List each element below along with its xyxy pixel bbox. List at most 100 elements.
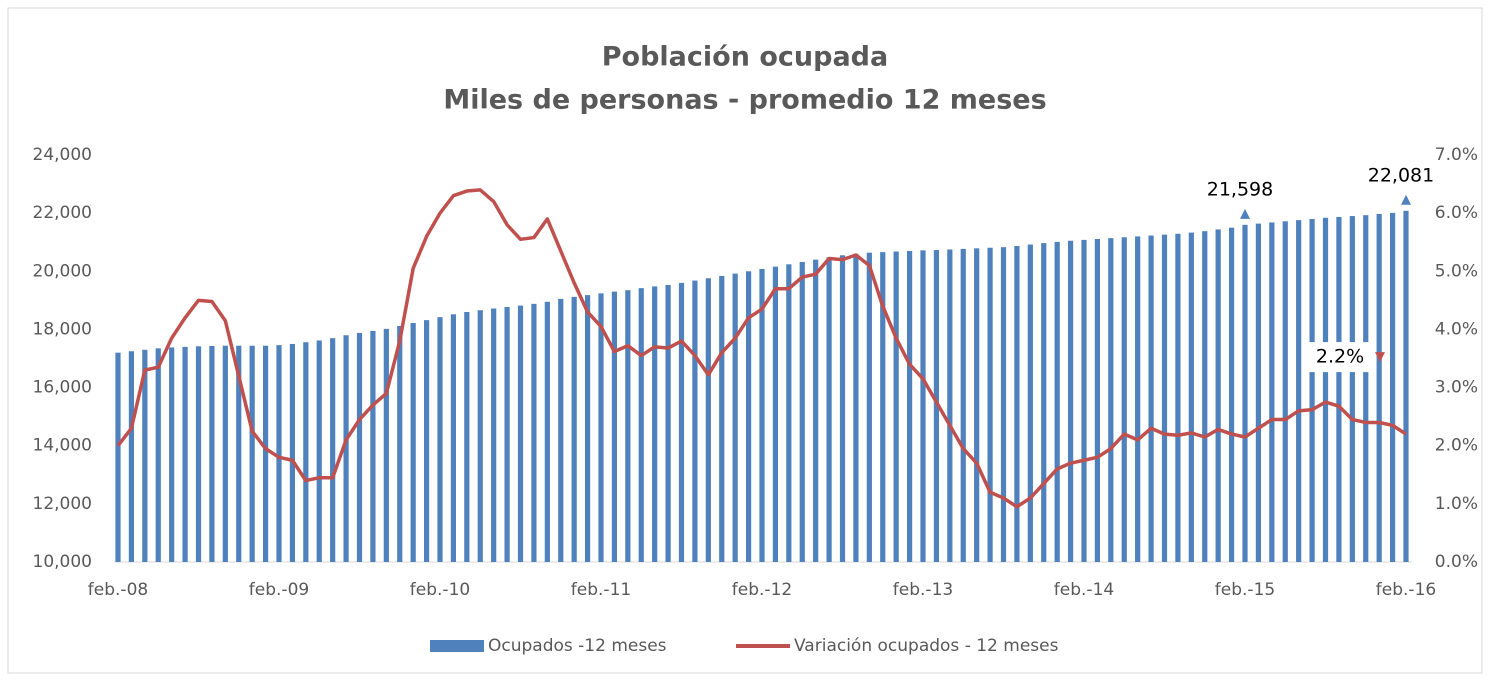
x-tick-label: feb.-09 — [249, 580, 309, 600]
bar — [531, 303, 537, 562]
bar — [652, 286, 658, 562]
y-tick-label: 12,000 — [33, 494, 92, 514]
bar — [464, 311, 470, 562]
bar — [1215, 229, 1221, 562]
bar — [1322, 217, 1329, 562]
bar — [974, 248, 980, 563]
bar — [517, 305, 524, 562]
y-tick-label: 20,000 — [33, 261, 92, 281]
bar — [544, 301, 550, 562]
bar — [692, 280, 698, 562]
bar — [423, 320, 430, 562]
bar — [115, 352, 121, 562]
bar — [1188, 232, 1194, 562]
y2-tick-label: 3.0% — [1435, 378, 1478, 398]
bar — [182, 346, 188, 562]
bar — [853, 253, 859, 563]
x-tick-label: feb.-12 — [732, 580, 792, 600]
bar — [383, 328, 389, 562]
bar — [1228, 227, 1235, 562]
bar — [598, 293, 604, 562]
bar — [759, 268, 765, 562]
label-marker — [1240, 208, 1250, 219]
data-label: 22,081 — [1368, 164, 1434, 186]
bar — [316, 340, 322, 562]
data-label: 21,598 — [1207, 178, 1273, 200]
bar — [1135, 236, 1141, 562]
y2-tick-label: 5.0% — [1435, 261, 1478, 281]
bar — [1094, 239, 1101, 563]
bar — [1296, 220, 1302, 562]
bar — [678, 282, 685, 562]
bar — [1148, 235, 1154, 562]
bar — [155, 348, 161, 562]
bar — [786, 264, 792, 562]
bar — [866, 252, 872, 562]
x-tick-label: feb.-14 — [1054, 580, 1114, 600]
bar — [1389, 212, 1396, 562]
y2-tick-label: 1.0% — [1435, 494, 1478, 514]
bar — [1121, 237, 1127, 562]
bar — [558, 298, 564, 562]
bar — [356, 332, 363, 562]
bar — [584, 295, 591, 562]
y2-tick-label: 6.0% — [1435, 203, 1478, 223]
bar — [813, 259, 819, 562]
bar — [1041, 243, 1047, 562]
bar — [880, 252, 886, 562]
x-tick-label: feb.-16 — [1376, 580, 1436, 600]
bar — [920, 250, 926, 562]
bar — [1269, 222, 1275, 562]
legend-label: Variación ocupados - 12 meses — [794, 636, 1059, 656]
bar — [933, 250, 940, 562]
x-tick-label: feb.-13 — [893, 580, 953, 600]
bar — [343, 335, 349, 562]
bar — [1242, 224, 1248, 562]
bar — [571, 296, 577, 562]
bar — [450, 314, 457, 562]
bar — [330, 338, 336, 562]
bar — [638, 288, 644, 562]
bar — [1255, 223, 1262, 562]
legend-swatch — [430, 640, 484, 652]
chart-title: Población ocupada — [602, 42, 888, 73]
bar — [732, 273, 738, 562]
bar — [1309, 218, 1315, 562]
bar — [410, 323, 416, 562]
x-tick-label: feb.-11 — [571, 580, 631, 600]
bar — [611, 291, 618, 562]
bar — [276, 345, 282, 562]
bar — [504, 307, 510, 562]
bar — [1081, 239, 1087, 563]
bar — [209, 345, 215, 562]
x-tick-label: feb.-10 — [410, 580, 470, 600]
bar — [1363, 215, 1369, 562]
bar — [960, 248, 966, 563]
bar — [477, 310, 483, 562]
bar — [1282, 221, 1288, 563]
bar — [1108, 238, 1114, 562]
y2-tick-label: 7.0% — [1435, 145, 1478, 165]
bar — [1175, 233, 1181, 562]
data-label-bg — [1306, 342, 1374, 373]
bar — [625, 290, 631, 562]
bar — [397, 325, 403, 562]
bar — [1014, 245, 1020, 562]
bar — [1067, 240, 1074, 562]
y2-tick-label: 4.0% — [1435, 319, 1478, 339]
y-tick-label: 24,000 — [33, 145, 92, 165]
y-tick-label: 14,000 — [33, 436, 92, 456]
y-tick-label: 22,000 — [33, 203, 92, 223]
bar — [745, 271, 752, 562]
bar — [799, 261, 805, 562]
bar — [289, 343, 296, 562]
line — [116, 188, 1407, 509]
label-marker — [1401, 194, 1411, 205]
bar — [839, 255, 846, 562]
bar — [303, 342, 309, 562]
bar — [128, 351, 135, 562]
bar — [1000, 247, 1007, 562]
bar — [249, 345, 255, 562]
bar — [142, 349, 148, 562]
